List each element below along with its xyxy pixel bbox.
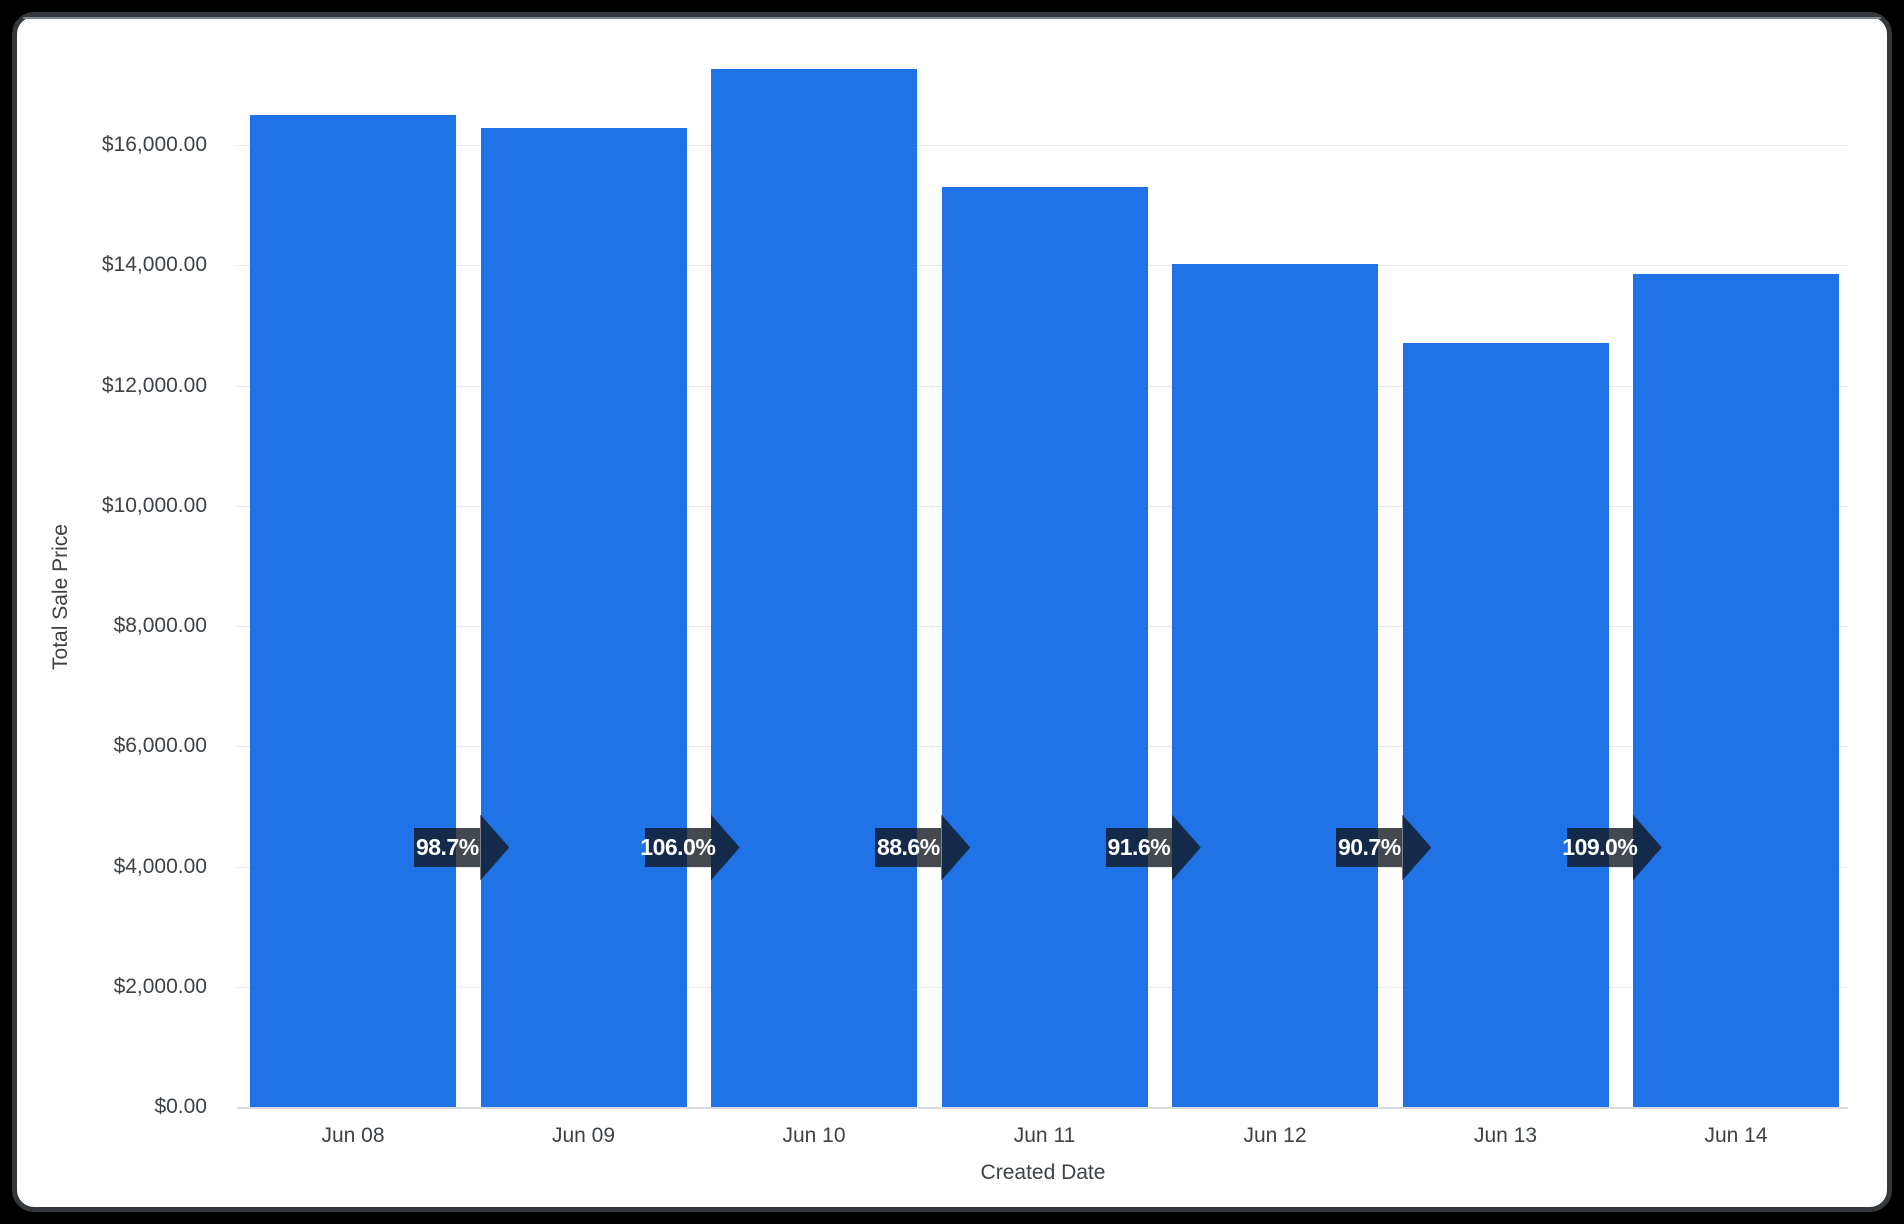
- y-tick-label: $8,000.00: [113, 614, 207, 637]
- bar-chart: $0.00 $2,000.00 $4,000.00 $6,000.00 $8,000.0…: [17, 17, 1887, 1207]
- growth-arrow: [1336, 828, 1403, 867]
- card-top-highlight: [23, 17, 1881, 19]
- growth-percent-label: 106.0%: [640, 834, 716, 860]
- growth-percent-label: 88.6%: [876, 834, 940, 860]
- bar-jun-13[interactable]: [1402, 342, 1609, 1107]
- bar-jun-09[interactable]: [480, 127, 687, 1107]
- growth-percent-label: 109.0%: [1562, 834, 1638, 860]
- x-tick-label: Jun 08: [321, 1124, 385, 1147]
- x-axis-baseline: [237, 1107, 1848, 1109]
- y-tick-label: $6,000.00: [113, 734, 207, 757]
- y-tick-label: $14,000.00: [101, 253, 207, 276]
- x-tick-label: Jun 14: [1704, 1124, 1768, 1147]
- x-tick-label: Jun 10: [782, 1124, 846, 1147]
- bar-jun-12[interactable]: [1172, 264, 1378, 1107]
- bar-jun-11[interactable]: [941, 187, 1148, 1107]
- chart-card: $0.00 $2,000.00 $4,000.00 $6,000.00 $8,000.0…: [12, 12, 1892, 1212]
- growth-arrow: [875, 828, 942, 867]
- y-tick-label: $16,000.00: [101, 133, 207, 156]
- x-tick-label: Jun 13: [1473, 1124, 1538, 1147]
- x-tick-label: Jun 11: [1013, 1124, 1076, 1147]
- y-tick-label: $4,000.00: [113, 855, 207, 878]
- growth-arrow: [1566, 828, 1633, 867]
- bar-jun-14[interactable]: [1633, 274, 1839, 1107]
- bar-jun-10[interactable]: [711, 68, 917, 1107]
- growth-arrow: [1105, 828, 1172, 867]
- y-tick-label: $0.00: [154, 1095, 207, 1118]
- growth-arrow: [414, 828, 481, 867]
- x-tick-label: Jun 09: [551, 1124, 616, 1147]
- growth-percent-label: 90.7%: [1337, 834, 1401, 860]
- y-tick-label: $10,000.00: [101, 494, 207, 517]
- gridline: [237, 145, 1848, 146]
- growth-arrow: [644, 828, 711, 867]
- bar-jun-08[interactable]: [250, 114, 456, 1107]
- x-tick-label: Jun 12: [1243, 1124, 1307, 1147]
- growth-percent-label: 98.7%: [415, 834, 479, 860]
- growth-percent-label: 91.6%: [1107, 834, 1171, 860]
- x-axis-title: Created Date: [980, 1161, 1106, 1184]
- y-tick-label: $12,000.00: [101, 374, 207, 397]
- y-tick-label: $2,000.00: [113, 975, 207, 998]
- y-axis-title: Total Sale Price: [49, 524, 72, 670]
